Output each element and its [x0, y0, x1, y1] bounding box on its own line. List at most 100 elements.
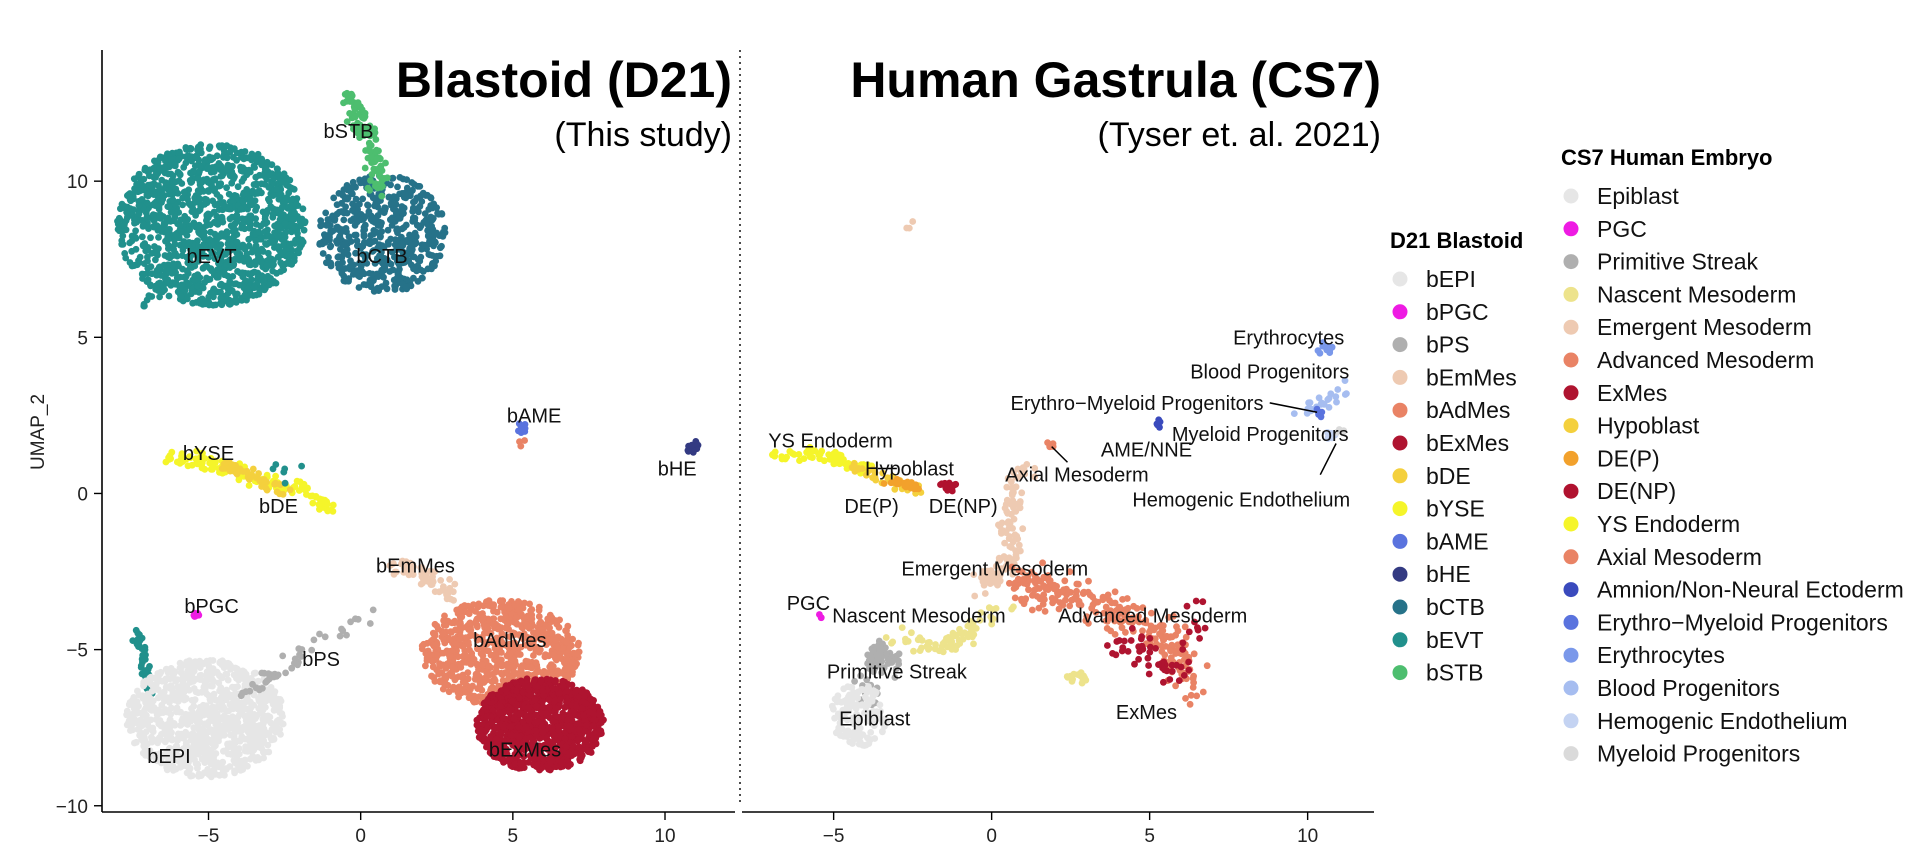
point-bevt [196, 200, 204, 208]
point-bevt [285, 189, 293, 197]
point-bevt [280, 266, 288, 274]
point-bps [279, 652, 287, 660]
point-bevt [203, 262, 211, 270]
point-bevt [233, 238, 241, 246]
point-badmes [487, 651, 495, 659]
point-bevt [121, 250, 129, 257]
point-byse [272, 472, 279, 480]
point-bepi [234, 705, 242, 713]
point-bstb [361, 164, 369, 172]
point-badmes [511, 618, 518, 626]
point-bevt [161, 220, 169, 228]
point-bepi [154, 678, 162, 685]
point-bevt [186, 253, 194, 261]
point-badmes [451, 617, 459, 625]
point-bevt [148, 250, 156, 257]
point-bevt [225, 205, 233, 213]
point-bepi [261, 712, 269, 720]
point-bexmes [510, 715, 518, 723]
point-bctb [425, 251, 433, 258]
point-bepi [228, 703, 236, 710]
point-bexmes [539, 729, 547, 736]
point-bepi [232, 739, 239, 746]
point-bctb [353, 218, 361, 226]
point-bevt [198, 295, 206, 303]
point-bepi [143, 716, 150, 723]
point-bevt [135, 202, 143, 209]
point-bepi [149, 728, 157, 736]
point-badmes [426, 651, 434, 659]
point-bevt [281, 220, 289, 228]
point-bctb [433, 252, 441, 260]
point-bevt [174, 274, 181, 282]
point-bepi [179, 676, 187, 684]
point-bepi [196, 664, 204, 671]
point-badmes [428, 657, 436, 665]
point-bexmes [502, 686, 509, 693]
point-bevt [176, 222, 184, 229]
point-bevt [135, 170, 143, 178]
point-badmes [543, 669, 551, 677]
point-bevt [171, 161, 179, 168]
point-bctb [403, 184, 411, 192]
point-bstb [364, 184, 372, 192]
point-bepi [196, 708, 204, 715]
point-bevt [275, 191, 283, 198]
point-bepi [210, 757, 218, 764]
point-bevt [156, 185, 164, 193]
point-bevt [191, 272, 199, 280]
point-badmes [535, 613, 543, 620]
point-bctb [333, 210, 341, 218]
point-byse [329, 507, 337, 515]
point-badmes [527, 607, 534, 615]
point-bexmes [590, 716, 598, 724]
point-bexmes [549, 685, 557, 693]
point-bevt [169, 261, 177, 269]
point-bevt [230, 145, 238, 153]
point-bevt [300, 226, 308, 234]
point-bepi [167, 710, 175, 718]
point-byse [329, 501, 337, 509]
point-bevt [214, 234, 222, 242]
point-bevt [207, 156, 215, 164]
point-badmes [485, 662, 493, 670]
point-bevt [291, 209, 298, 217]
point-bepi [231, 767, 239, 775]
point-bctb [336, 253, 344, 261]
point-bevt [138, 233, 146, 241]
point-bevt [114, 220, 122, 228]
point-badmes [530, 652, 537, 659]
point-bexmes [551, 697, 559, 705]
point-bexmes [578, 705, 586, 712]
point-bevt [252, 242, 260, 250]
point-bepi [192, 760, 200, 767]
point-bepi [261, 692, 269, 700]
point-bevt [165, 267, 173, 275]
point-bstb [367, 177, 374, 184]
point-badmes [457, 664, 465, 671]
point-bexmes [586, 730, 594, 738]
point-badmes [440, 617, 447, 624]
point-bepi [244, 705, 252, 713]
point-bepi [217, 684, 225, 692]
point-bctb [367, 283, 375, 291]
point-bps [354, 615, 362, 623]
point-badmes [523, 621, 530, 629]
point-badmes [467, 685, 474, 693]
point-bctb [378, 228, 385, 236]
point-bctb [391, 206, 399, 214]
point-bctb [319, 250, 327, 257]
point-bevt [213, 212, 221, 220]
point-badmes [454, 686, 462, 693]
point-bctb [414, 256, 422, 264]
point-bexmes [525, 704, 532, 711]
point-bevt [255, 290, 263, 298]
point-bctb [408, 241, 416, 249]
point-badmes [496, 598, 504, 605]
point-bevt [172, 185, 180, 193]
point-bexmes [537, 676, 545, 684]
point-badmes [490, 621, 497, 628]
point-bepi [244, 748, 252, 755]
point-bevt [179, 252, 186, 259]
point-bctb [398, 203, 406, 210]
